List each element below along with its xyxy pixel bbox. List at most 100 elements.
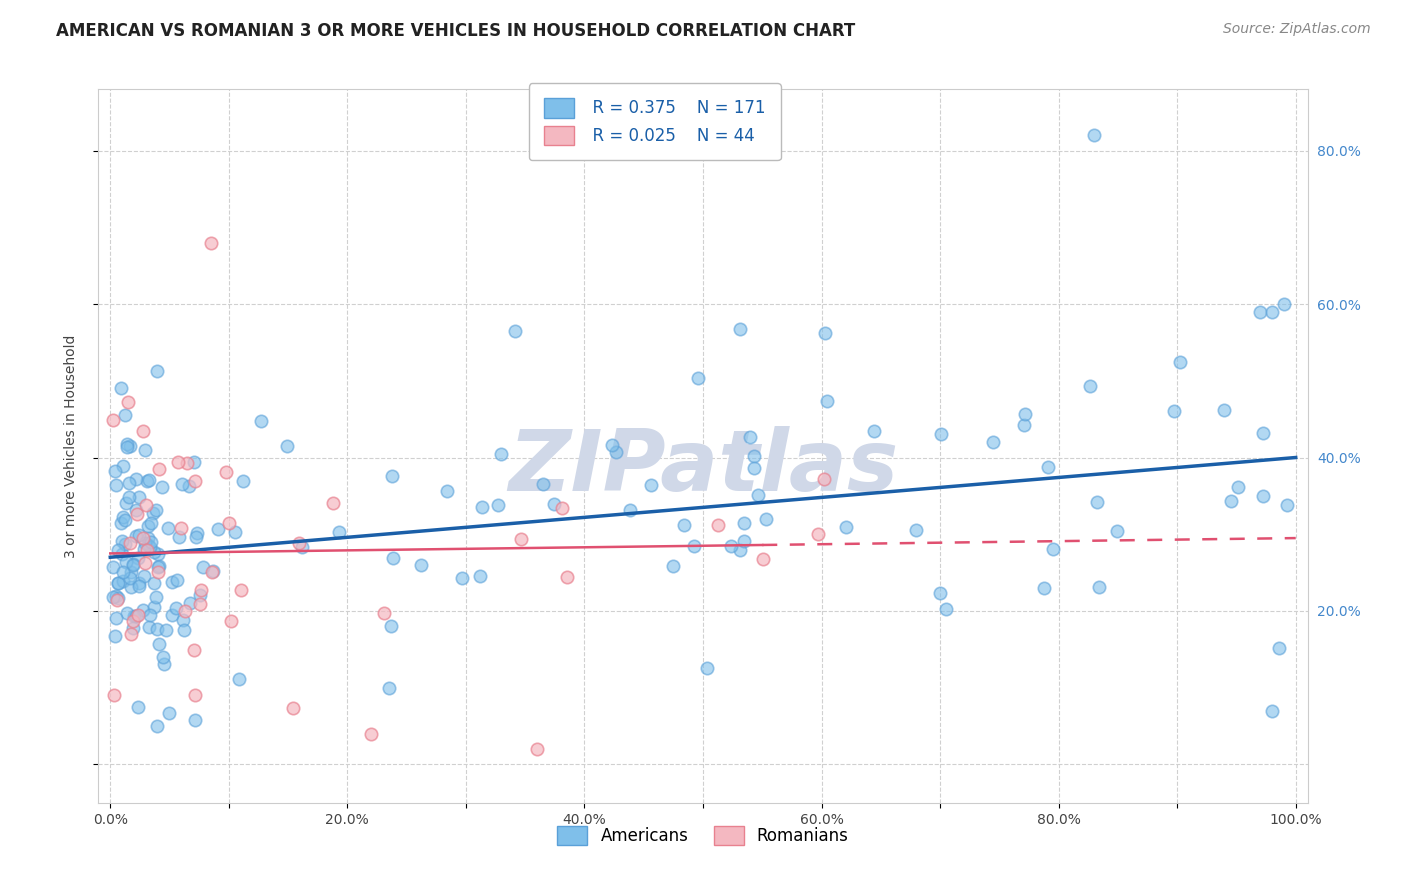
Point xyxy=(543,496,565,510)
Point xyxy=(232,474,254,488)
Point xyxy=(730,322,752,336)
Point xyxy=(114,536,136,550)
Point xyxy=(134,556,156,570)
Point xyxy=(1272,297,1295,311)
Point xyxy=(1042,542,1064,557)
Point xyxy=(1268,641,1291,656)
Point xyxy=(125,503,148,517)
Point xyxy=(125,507,148,521)
Point xyxy=(134,443,156,458)
Point xyxy=(177,479,200,493)
Point xyxy=(138,473,160,487)
Point xyxy=(219,615,242,629)
Point xyxy=(115,496,138,510)
Point xyxy=(110,381,132,395)
Point xyxy=(103,688,125,702)
Point xyxy=(378,681,401,695)
Point xyxy=(145,590,167,604)
Point xyxy=(145,719,167,733)
Point xyxy=(101,560,124,574)
Point xyxy=(720,539,742,553)
Point xyxy=(360,727,382,741)
Point xyxy=(142,599,165,614)
Point xyxy=(1261,704,1284,718)
Point xyxy=(1261,304,1284,318)
Point xyxy=(207,522,229,536)
Point xyxy=(166,573,188,587)
Point xyxy=(172,613,194,627)
Point xyxy=(755,512,778,526)
Point xyxy=(184,474,207,488)
Point xyxy=(115,555,138,569)
Point xyxy=(101,413,124,427)
Point xyxy=(122,615,145,629)
Point xyxy=(139,608,162,623)
Point xyxy=(148,560,170,574)
Point xyxy=(117,606,139,620)
Point xyxy=(160,607,183,622)
Point xyxy=(813,472,835,486)
Point xyxy=(118,571,141,585)
Point xyxy=(105,611,128,625)
Point xyxy=(150,480,173,494)
Point xyxy=(148,559,170,574)
Point xyxy=(115,440,138,454)
Point xyxy=(153,657,176,671)
Point xyxy=(152,649,174,664)
Point xyxy=(202,564,225,578)
Point xyxy=(981,435,1004,450)
Point xyxy=(683,539,706,553)
Point xyxy=(134,541,156,556)
Point xyxy=(186,525,208,540)
Point xyxy=(128,490,150,504)
Point xyxy=(139,516,162,531)
Point xyxy=(834,520,856,534)
Point xyxy=(1085,495,1108,509)
Point xyxy=(148,565,170,579)
Point xyxy=(110,516,132,530)
Point xyxy=(218,516,240,531)
Point xyxy=(1036,459,1059,474)
Point xyxy=(146,364,169,378)
Text: Source: ZipAtlas.com: Source: ZipAtlas.com xyxy=(1223,22,1371,37)
Point xyxy=(1163,404,1185,418)
Point xyxy=(139,535,162,549)
Point xyxy=(104,478,127,492)
Point xyxy=(380,619,402,633)
Point xyxy=(1168,355,1191,369)
Point xyxy=(114,408,136,422)
Point xyxy=(250,415,273,429)
Point xyxy=(105,589,128,603)
Point xyxy=(104,628,127,642)
Point xyxy=(173,623,195,637)
Point xyxy=(1032,581,1054,595)
Point xyxy=(183,455,205,469)
Point xyxy=(605,445,627,459)
Point xyxy=(184,688,207,702)
Point xyxy=(929,585,952,599)
Point xyxy=(142,576,165,591)
Point xyxy=(696,660,718,674)
Point xyxy=(183,642,205,657)
Point xyxy=(686,370,709,384)
Point xyxy=(224,524,246,539)
Point xyxy=(619,503,641,517)
Point xyxy=(738,430,761,444)
Point xyxy=(191,560,214,574)
Point xyxy=(1105,524,1128,538)
Point xyxy=(489,447,512,461)
Point xyxy=(291,540,314,554)
Point xyxy=(107,591,129,606)
Point xyxy=(640,477,662,491)
Point xyxy=(114,513,136,527)
Point xyxy=(201,565,224,579)
Point xyxy=(747,488,769,502)
Point xyxy=(111,548,134,562)
Point xyxy=(122,608,145,623)
Point xyxy=(112,509,135,524)
Point xyxy=(125,529,148,543)
Point xyxy=(744,461,766,475)
Point xyxy=(813,326,835,341)
Point xyxy=(122,622,145,636)
Point xyxy=(450,571,472,585)
